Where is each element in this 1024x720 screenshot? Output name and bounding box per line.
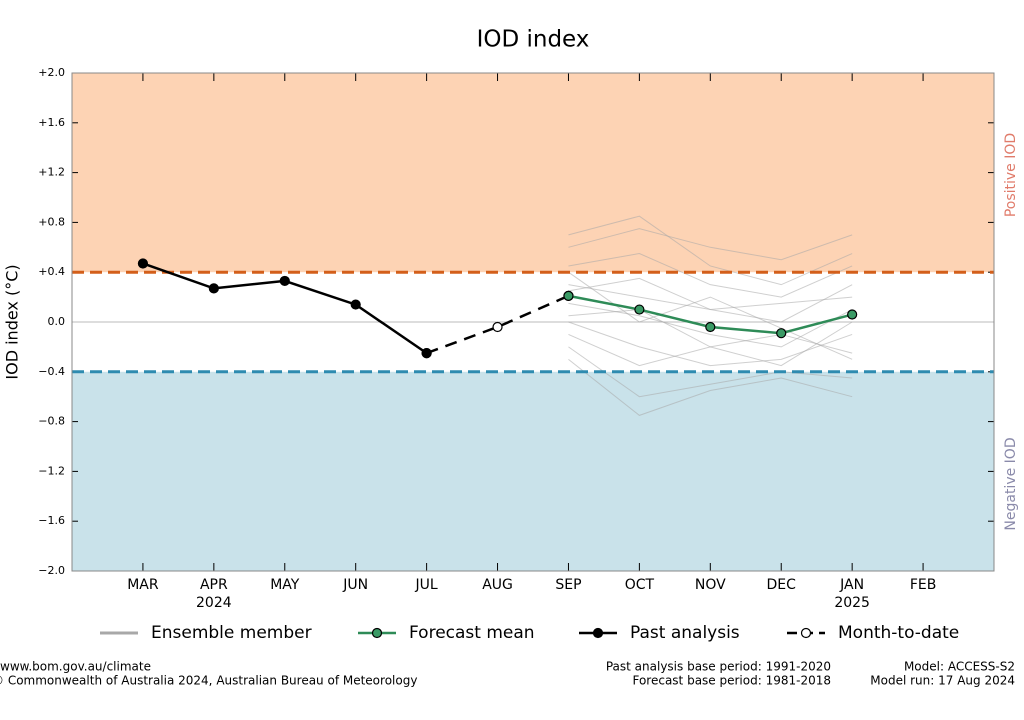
x-tick-label: JAN — [839, 577, 864, 593]
footer-model-run: Model run: 17 Aug 2024 — [870, 674, 1015, 688]
legend-label: Ensemble member — [151, 623, 312, 643]
footer-source: www.bom.gov.au/climate — [0, 660, 151, 674]
plot-frame — [71, 72, 995, 572]
y-tick-label: +2.0 — [38, 66, 65, 79]
series-marker — [492, 321, 503, 333]
x-tick-label: JUL — [415, 577, 438, 593]
x-tick-label: APR — [200, 577, 228, 593]
ensemble-line — [568, 346, 853, 398]
legend-label: Forecast mean — [409, 623, 535, 643]
series-marker — [705, 321, 716, 333]
x-tick-label: OCT — [625, 577, 655, 593]
footer-copyright: © Commonwealth of Australia 2024, Austra… — [0, 674, 417, 688]
legend-marker — [800, 627, 812, 639]
series-marker — [350, 299, 361, 310]
y-tick-label: −0.4 — [38, 365, 65, 378]
negative-label: Negative IOD — [1003, 437, 1019, 530]
footer-forecast-base: Forecast base period: 1981-2018 — [632, 674, 831, 688]
ensemble-line — [568, 271, 853, 360]
y-tick-label: +1.2 — [38, 166, 65, 179]
ensemble-line — [568, 358, 853, 416]
series-marker — [847, 309, 858, 320]
ensemble-line — [568, 215, 853, 286]
legend-marker — [592, 627, 604, 639]
y-tick-label: +0.8 — [38, 215, 65, 228]
legend-label: Month-to-date — [838, 623, 959, 643]
y-tick-label: +1.6 — [38, 116, 65, 129]
y-axis-label: IOD index (°C) — [3, 264, 22, 379]
x-tick-label: DEC — [767, 577, 797, 593]
x-year-label: 2024 — [196, 595, 232, 611]
y-tick-label: −0.8 — [38, 415, 65, 428]
positive-band — [72, 73, 994, 273]
y-tick-label: −1.2 — [38, 464, 65, 477]
ensemble-line — [568, 228, 853, 261]
x-tick-label: NOV — [695, 577, 726, 593]
footer-past-base: Past analysis base period: 1991-2020 — [606, 660, 831, 674]
y-tick-label: −1.6 — [38, 514, 65, 527]
negative-band — [72, 371, 994, 571]
series-marker — [137, 258, 149, 269]
x-tick-label: JUN — [342, 577, 368, 593]
y-tick-label: +0.4 — [38, 265, 65, 278]
series-marker — [634, 304, 645, 315]
y-tick-label: 0.0 — [48, 315, 66, 328]
chart-title: IOD index — [477, 27, 590, 53]
series-marker — [208, 283, 219, 294]
series-marker — [776, 328, 787, 339]
legend-marker — [371, 627, 383, 639]
series-marker — [279, 275, 290, 287]
series-marker — [421, 348, 432, 359]
x-tick-label: SEP — [555, 577, 581, 593]
series-marker — [563, 290, 574, 301]
legend-label: Past analysis — [630, 623, 740, 643]
x-tick-label: MAR — [127, 577, 159, 593]
x-tick-label: FEB — [910, 577, 937, 593]
y-tick-label: −2.0 — [38, 564, 65, 577]
footer-model: Model: ACCESS-S2 — [904, 660, 1015, 674]
ensemble-line — [568, 277, 853, 311]
ensemble-line — [568, 253, 853, 298]
ensemble-line — [568, 321, 853, 367]
x-year-label: 2025 — [834, 595, 870, 611]
series-line — [426, 294, 569, 355]
x-tick-label: AUG — [482, 577, 513, 593]
x-tick-label: MAY — [270, 577, 300, 593]
positive-label: Positive IOD — [1003, 133, 1019, 217]
